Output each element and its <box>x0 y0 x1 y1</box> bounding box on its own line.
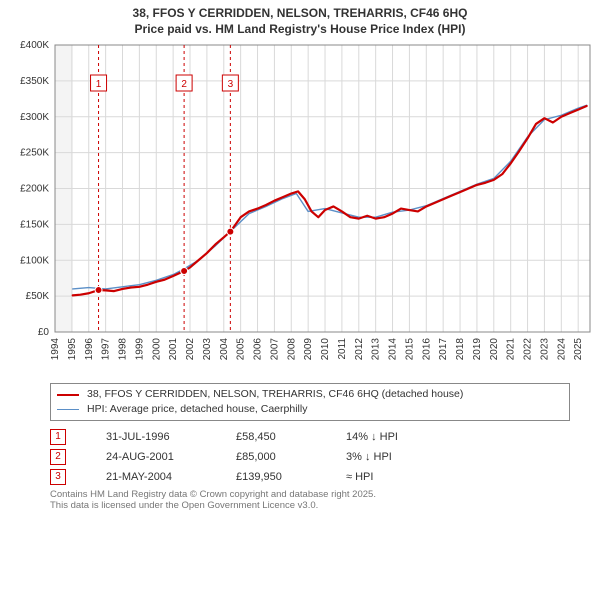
svg-text:1994: 1994 <box>50 338 61 361</box>
line-chart: £0 £50K £100K £150K £200K £250K £300K £350K £400… <box>0 37 600 372</box>
svg-text:£100K: £100K <box>20 255 49 266</box>
annotation-marker: 2 <box>50 449 66 465</box>
legend-swatch <box>57 394 79 396</box>
svg-text:2017: 2017 <box>438 338 449 361</box>
svg-text:2021: 2021 <box>506 338 517 361</box>
svg-text:2007: 2007 <box>269 338 280 361</box>
svg-text:£300K: £300K <box>20 112 49 123</box>
svg-text:2003: 2003 <box>202 338 213 361</box>
svg-text:2011: 2011 <box>337 338 348 360</box>
annotation-row: 1 31-JUL-1996£58,45014% ↓ HPI <box>50 429 570 445</box>
legend-swatch <box>57 409 79 410</box>
annotation-date: 24-AUG-2001 <box>106 451 236 463</box>
chart-title-line2: Price paid vs. HM Land Registry's House … <box>0 22 600 38</box>
legend-label: HPI: Average price, detached house, Caer… <box>87 402 307 417</box>
svg-text:2001: 2001 <box>168 338 179 361</box>
svg-text:2022: 2022 <box>523 338 534 361</box>
annotation-marker: 3 <box>50 469 66 485</box>
svg-text:2002: 2002 <box>185 338 196 361</box>
svg-text:2009: 2009 <box>303 338 314 361</box>
svg-text:£250K: £250K <box>20 148 49 159</box>
annotation-date: 21-MAY-2004 <box>106 471 236 483</box>
svg-text:1995: 1995 <box>67 338 78 361</box>
legend-label: 38, FFOS Y CERRIDDEN, NELSON, TREHARRIS,… <box>87 387 463 402</box>
svg-text:1998: 1998 <box>118 338 129 361</box>
svg-text:2023: 2023 <box>539 338 550 361</box>
footer-line2: This data is licensed under the Open Gov… <box>50 500 570 512</box>
annotation-marker: 1 <box>50 429 66 445</box>
annotation-note: 3% ↓ HPI <box>346 451 392 463</box>
svg-text:2015: 2015 <box>404 338 415 361</box>
annotation-table: 1 31-JUL-1996£58,45014% ↓ HPI 2 24-AUG-2001… <box>50 429 570 485</box>
svg-text:2000: 2000 <box>151 338 162 361</box>
svg-text:2013: 2013 <box>371 338 382 361</box>
svg-text:2025: 2025 <box>573 338 584 361</box>
annotation-note: 14% ↓ HPI <box>346 431 398 443</box>
annotation-note: ≈ HPI <box>346 471 373 483</box>
svg-text:2016: 2016 <box>421 338 432 361</box>
svg-text:£200K: £200K <box>20 184 49 195</box>
svg-text:2006: 2006 <box>253 338 264 361</box>
annotation-row: 2 24-AUG-2001£85,0003% ↓ HPI <box>50 449 570 465</box>
svg-text:2018: 2018 <box>455 338 466 361</box>
annotation-date: 31-JUL-1996 <box>106 431 236 443</box>
svg-text:1: 1 <box>96 79 102 90</box>
svg-text:2010: 2010 <box>320 338 331 361</box>
footer-line1: Contains HM Land Registry data © Crown c… <box>50 489 570 501</box>
svg-text:2008: 2008 <box>286 338 297 361</box>
svg-text:1997: 1997 <box>101 338 112 361</box>
svg-text:2024: 2024 <box>556 338 567 361</box>
legend-item: HPI: Average price, detached house, Caer… <box>57 402 563 417</box>
svg-text:£150K: £150K <box>20 220 49 231</box>
svg-text:2005: 2005 <box>236 338 247 361</box>
svg-text:2: 2 <box>181 79 187 90</box>
footer-attribution: Contains HM Land Registry data © Crown c… <box>50 489 570 513</box>
svg-text:2019: 2019 <box>472 338 483 361</box>
svg-text:2004: 2004 <box>219 338 230 361</box>
svg-text:£350K: £350K <box>20 76 49 87</box>
svg-text:2012: 2012 <box>354 338 365 361</box>
svg-text:1999: 1999 <box>134 338 145 361</box>
svg-text:£0: £0 <box>38 327 50 338</box>
svg-text:3: 3 <box>228 79 234 90</box>
svg-text:£50K: £50K <box>26 291 50 302</box>
chart-area: £0 £50K £100K £150K £200K £250K £300K £350K £400… <box>0 37 600 377</box>
svg-text:2014: 2014 <box>388 338 399 361</box>
svg-text:£400K: £400K <box>20 40 49 51</box>
chart-title-line1: 38, FFOS Y CERRIDDEN, NELSON, TREHARRIS,… <box>0 6 600 22</box>
annotation-price: £58,450 <box>236 431 346 443</box>
annotation-price: £139,950 <box>236 471 346 483</box>
svg-text:1996: 1996 <box>84 338 95 361</box>
legend-item: 38, FFOS Y CERRIDDEN, NELSON, TREHARRIS,… <box>57 387 563 402</box>
annotation-price: £85,000 <box>236 451 346 463</box>
svg-text:2020: 2020 <box>489 338 500 361</box>
annotation-row: 3 21-MAY-2004£139,950≈ HPI <box>50 469 570 485</box>
legend: 38, FFOS Y CERRIDDEN, NELSON, TREHARRIS,… <box>50 383 570 420</box>
